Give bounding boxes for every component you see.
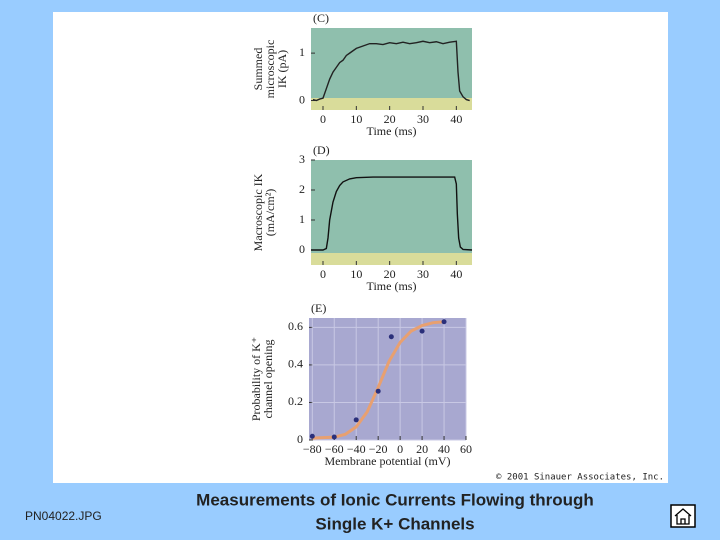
y-tick-label: 2 xyxy=(299,182,305,196)
panel-label: (D) xyxy=(313,143,330,157)
x-tick-label: 40 xyxy=(438,442,450,456)
plot-area xyxy=(311,160,472,265)
copyright: © 2001 Sinauer Associates, Inc. xyxy=(496,473,664,483)
x-tick-label: 40 xyxy=(450,112,462,126)
plot-area xyxy=(311,28,472,110)
x-tick-label: −60 xyxy=(325,442,344,456)
x-tick-label: 0 xyxy=(397,442,403,456)
data-point xyxy=(309,433,315,439)
slide-title: Measurements of Ionic Currents Flowing t… xyxy=(196,490,594,509)
y-tick-label: 1 xyxy=(299,45,305,59)
data-point xyxy=(441,319,447,325)
y-tick-label: 0 xyxy=(299,92,305,106)
x-tick-label: 0 xyxy=(320,267,326,281)
y-tick-label: 0 xyxy=(299,242,305,256)
y-axis-label: microscopic xyxy=(263,40,277,99)
y-axis-label: Probability of K⁺ xyxy=(249,337,263,421)
x-tick-label: 10 xyxy=(350,112,362,126)
data-point xyxy=(353,417,359,423)
slide-title: Single K+ Channels xyxy=(315,514,474,533)
data-point xyxy=(375,388,381,394)
data-point xyxy=(388,334,394,340)
x-tick-label: −80 xyxy=(303,442,322,456)
x-tick-label: 30 xyxy=(417,112,429,126)
y-tick-label: 0.2 xyxy=(288,394,303,408)
data-line xyxy=(312,320,445,440)
file-name: PN04022.JPG xyxy=(25,509,102,523)
x-tick-label: 0 xyxy=(320,112,326,126)
x-axis-label: Membrane potential (mV) xyxy=(325,454,451,468)
data-line xyxy=(312,40,470,102)
y-axis-label: Macroscopic IK xyxy=(251,173,265,251)
x-tick-label: 60 xyxy=(460,442,472,456)
x-tick-label: 20 xyxy=(416,442,428,456)
x-tick-label: −40 xyxy=(347,442,366,456)
x-tick-label: 30 xyxy=(417,267,429,281)
baseline-band xyxy=(311,98,472,110)
home-icon[interactable] xyxy=(674,508,692,525)
y-axis-label: channel opening xyxy=(261,340,275,419)
y-axis-label: IK (pA) xyxy=(275,50,289,88)
y-tick-label: 0.6 xyxy=(288,319,303,333)
y-tick-label: 0 xyxy=(297,432,303,446)
x-axis-label: Time (ms) xyxy=(367,279,417,293)
data-point xyxy=(331,434,337,440)
panel-label: (C) xyxy=(313,11,329,25)
x-tick-label: 40 xyxy=(450,267,462,281)
home-button[interactable] xyxy=(670,504,696,528)
y-tick-label: 0.4 xyxy=(288,357,303,371)
baseline-band xyxy=(311,253,472,265)
panel-label: (E) xyxy=(311,301,326,315)
plot-area xyxy=(309,318,466,440)
y-tick-label: 3 xyxy=(299,152,305,166)
y-axis-label: Summed xyxy=(251,48,265,91)
x-tick-label: 20 xyxy=(384,112,396,126)
y-tick-label: 1 xyxy=(299,212,305,226)
x-axis-label: Time (ms) xyxy=(367,124,417,138)
x-tick-label: −20 xyxy=(369,442,388,456)
data-line xyxy=(311,176,473,251)
x-tick-label: 10 xyxy=(350,267,362,281)
data-point xyxy=(419,328,425,334)
y-axis-label: (mA/cm²) xyxy=(263,189,277,237)
x-tick-label: 20 xyxy=(384,267,396,281)
